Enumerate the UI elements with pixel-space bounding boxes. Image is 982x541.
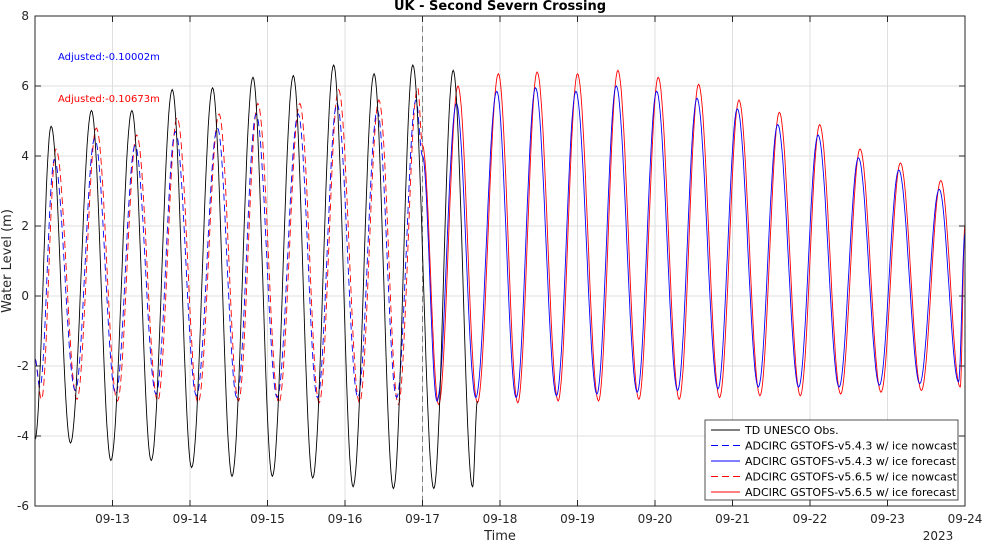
- legend-label: ADCIRC GSTOFS-v5.4.3 w/ ice forecast: [745, 455, 957, 468]
- x-tick-label: 09-17: [405, 512, 440, 526]
- y-tick-label: -4: [17, 429, 29, 443]
- legend-label: ADCIRC GSTOFS-v5.6.5 w/ ice forecast: [745, 486, 957, 499]
- y-tick-label: 6: [21, 79, 29, 93]
- x-tick-label: 09-18: [483, 512, 518, 526]
- series-line-3: [34, 87, 423, 406]
- x-tick-label: 09-14: [173, 512, 208, 526]
- y-axis-title: Water Level (m): [0, 209, 15, 313]
- axis-ticks: -6 -4 -2 0 2 4 6 8 09-13 09-14 09-15 09-16 09-17 09-1…: [17, 9, 982, 526]
- annotations: Adjusted:-0.10002m Adjusted:-0.10673m: [58, 52, 160, 105]
- annotation-text: Adjusted:-0.10673m: [58, 94, 160, 105]
- y-tick-label: 2: [21, 219, 29, 233]
- x-axis-year-label: 2023: [923, 529, 954, 541]
- x-tick-label: 09-23: [870, 512, 905, 526]
- series-line-1: [34, 99, 423, 399]
- legend-label: TD UNESCO Obs.: [744, 424, 839, 437]
- x-tick-label: 09-21: [715, 512, 750, 526]
- legend-label: ADCIRC GSTOFS-v5.4.3 w/ ice nowcast: [745, 440, 958, 453]
- y-tick-label: 8: [21, 9, 29, 23]
- x-tick-label: 09-19: [560, 512, 595, 526]
- x-axis-title: Time: [483, 529, 516, 541]
- series-line-0: [34, 63, 478, 490]
- legend-box: [704, 419, 959, 501]
- series-line-4: [422, 69, 966, 406]
- chart-title: UK - Second Severn Crossing: [394, 0, 606, 14]
- x-tick-label: 09-22: [793, 512, 828, 526]
- x-tick-label: 09-20: [638, 512, 673, 526]
- y-tick-label: -6: [17, 499, 29, 513]
- y-tick-label: -2: [17, 359, 29, 373]
- x-tick-label: 09-24: [948, 512, 982, 526]
- y-tick-label: 4: [21, 149, 29, 163]
- legend-label: ADCIRC GSTOFS-v5.6.5 w/ ice nowcast: [745, 471, 958, 484]
- x-tick-label: 09-16: [328, 512, 363, 526]
- x-tick-label: 09-15: [250, 512, 285, 526]
- y-tick-label: 0: [21, 289, 29, 303]
- x-tick-label: 09-13: [95, 512, 130, 526]
- series-lines: [34, 63, 966, 490]
- legend: TD UNESCO Obs. ADCIRC GSTOFS-v5.4.3 w/ ic…: [704, 419, 959, 501]
- series-line-2: [422, 85, 966, 402]
- annotation-text: Adjusted:-0.10002m: [58, 52, 160, 63]
